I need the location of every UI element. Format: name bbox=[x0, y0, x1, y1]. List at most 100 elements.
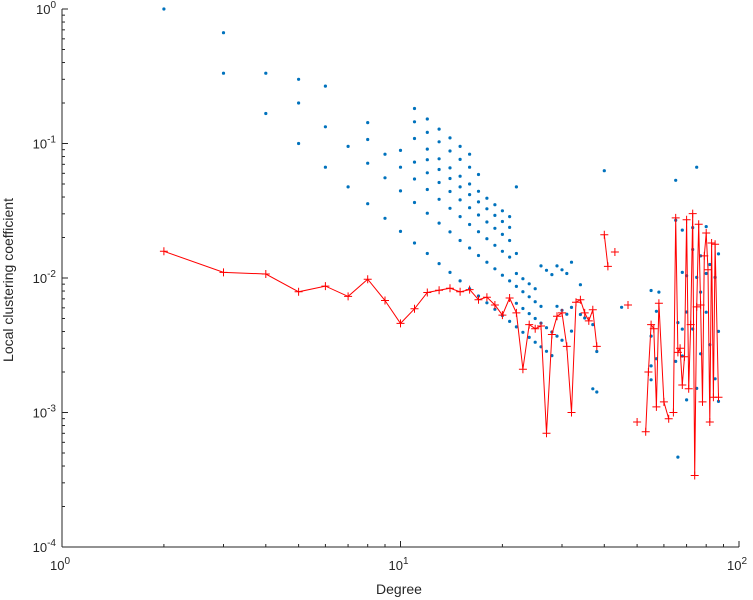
scatter-point bbox=[713, 377, 717, 381]
scatter-point bbox=[649, 364, 653, 368]
scatter-point bbox=[544, 326, 549, 330]
scatter-point bbox=[485, 237, 489, 241]
scatter-point bbox=[366, 137, 370, 142]
plus-marker bbox=[410, 304, 419, 313]
scatter-point bbox=[458, 238, 462, 243]
y-tick-label: 100 bbox=[36, 0, 56, 17]
scatter-point bbox=[437, 197, 441, 201]
plus-marker bbox=[700, 251, 709, 260]
scatter-point bbox=[527, 282, 531, 286]
scatter-point bbox=[437, 140, 441, 144]
plus-marker bbox=[659, 397, 668, 406]
plus-marker bbox=[159, 247, 168, 256]
scatter-point bbox=[383, 152, 387, 156]
scatter-point bbox=[448, 149, 452, 153]
scatter-point bbox=[476, 172, 481, 177]
scatter-point bbox=[591, 387, 595, 391]
plus-marker bbox=[676, 344, 685, 353]
scatter-point bbox=[674, 359, 678, 363]
scatter-point bbox=[708, 262, 712, 267]
scatter-point bbox=[583, 316, 587, 320]
scatter-point bbox=[468, 182, 472, 186]
scatter-point bbox=[695, 165, 699, 169]
plus-marker bbox=[649, 324, 658, 333]
plus-marker bbox=[654, 299, 663, 308]
scatter-point bbox=[412, 120, 417, 124]
y-tick-label: 10-1 bbox=[33, 135, 57, 152]
scatter-point bbox=[500, 273, 504, 277]
scatter-point bbox=[425, 117, 429, 121]
scatter-point bbox=[425, 187, 429, 192]
scatter-point bbox=[555, 334, 559, 338]
plus-marker bbox=[465, 285, 474, 294]
scatter-point bbox=[221, 31, 226, 35]
plus-marker bbox=[704, 265, 712, 274]
scatter-point bbox=[297, 101, 301, 105]
plus-marker bbox=[446, 284, 454, 293]
scatter-point bbox=[555, 304, 559, 308]
y-tick-label: 10-3 bbox=[33, 404, 57, 421]
scatter-point bbox=[500, 249, 504, 253]
plus-marker bbox=[542, 429, 551, 438]
plus-marker bbox=[702, 229, 711, 237]
plus-marker bbox=[644, 368, 653, 376]
plus-marker bbox=[558, 308, 566, 317]
scatter-point bbox=[448, 206, 452, 210]
plus-marker bbox=[592, 342, 601, 351]
scatter-point bbox=[550, 273, 554, 277]
scatter-point bbox=[514, 251, 519, 256]
plus-marker bbox=[580, 308, 589, 317]
scatter-point bbox=[437, 157, 441, 161]
scatter-point bbox=[383, 176, 387, 180]
scatter-point bbox=[476, 189, 481, 193]
scatter-point bbox=[493, 307, 497, 311]
scatter-point bbox=[493, 213, 497, 217]
x-tick-label: 102 bbox=[727, 556, 747, 573]
scatter-point bbox=[425, 251, 429, 256]
plus-marker bbox=[423, 288, 432, 297]
scatter-point bbox=[578, 283, 583, 287]
scatter-point bbox=[657, 290, 661, 294]
scatter-point bbox=[448, 136, 452, 140]
scatter-point bbox=[468, 152, 472, 156]
plus-marker bbox=[584, 316, 593, 325]
plus-marker bbox=[512, 308, 521, 317]
scatter-point bbox=[264, 71, 268, 75]
scatter-point bbox=[485, 220, 489, 224]
scatter-point bbox=[448, 230, 452, 234]
plus-marker bbox=[696, 301, 705, 309]
scatter-point bbox=[323, 84, 327, 88]
scatter-point bbox=[521, 277, 525, 281]
plus-marker bbox=[603, 262, 612, 271]
scatter-point bbox=[544, 349, 549, 353]
scatter-point bbox=[674, 178, 678, 182]
scatter-point bbox=[437, 167, 441, 172]
scatter-point bbox=[508, 279, 512, 283]
scatter-point bbox=[527, 312, 531, 316]
plus-marker bbox=[690, 471, 699, 480]
scatter-point bbox=[476, 253, 481, 258]
scatter-point bbox=[458, 185, 462, 189]
plus-marker bbox=[381, 296, 389, 305]
plus-marker bbox=[531, 324, 540, 333]
scatter-point bbox=[514, 325, 519, 329]
scatter-point bbox=[448, 189, 452, 194]
plus-marker bbox=[641, 427, 650, 436]
scatter-point bbox=[649, 378, 653, 382]
scatter-point bbox=[649, 288, 653, 293]
scatter-point bbox=[323, 165, 327, 169]
scatter-point bbox=[383, 216, 387, 220]
plus-marker bbox=[547, 330, 556, 339]
scatter-point bbox=[458, 279, 462, 283]
scatter-point bbox=[680, 228, 684, 232]
plus-marker bbox=[498, 311, 507, 320]
plus-marker bbox=[600, 230, 609, 239]
plus-marker bbox=[525, 320, 534, 329]
scatter-point bbox=[569, 260, 574, 264]
scatter-point bbox=[485, 207, 489, 211]
scatter-point bbox=[468, 193, 472, 197]
plus-marker bbox=[652, 402, 661, 411]
plus-marker bbox=[482, 293, 491, 302]
scatter-point bbox=[468, 206, 472, 210]
scatter-point bbox=[366, 121, 370, 125]
